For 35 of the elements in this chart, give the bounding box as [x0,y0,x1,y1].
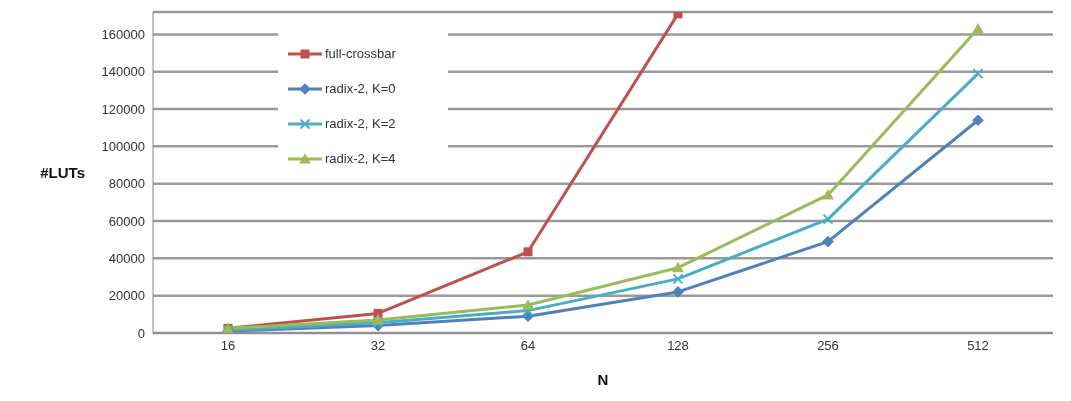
point [522,299,534,310]
point [822,189,834,200]
y-tick-label: 80000 [108,176,145,192]
y-tick-label: 120000 [101,101,145,117]
y-tick-label: 40000 [108,250,145,266]
x-tick-label: 128 [667,338,689,354]
x-tick-label: 512 [967,338,989,354]
legend-label: radix-2, K=4 [325,151,396,166]
point [523,247,533,257]
point [522,305,534,317]
x-tick-label: 256 [817,338,839,354]
legend-label: full-crossbar [325,46,396,61]
y-tick-label: 0 [137,325,145,341]
point [672,273,684,285]
x-axis-title: N [597,371,609,388]
legend-label: radix-2, K=0 [325,81,396,96]
point [822,235,834,248]
point [972,68,984,80]
y-tick-label: 100000 [101,138,145,154]
point [822,213,834,225]
y-tick-label: 160000 [101,27,145,43]
point [672,261,684,273]
legend-label: radix-2, K=2 [325,116,396,131]
y-tick-label: 60000 [108,213,145,229]
y-tick-label: 140000 [101,64,145,80]
y-tick-label: 20000 [108,288,145,304]
point [372,314,384,325]
point [373,308,383,318]
x-tick-label: 64 [520,338,536,354]
point [972,114,984,127]
y-axis-title: #LUTs [40,163,85,181]
x-tick-label: 16 [220,338,236,354]
point [972,22,984,34]
x-tick-label: 32 [370,338,386,354]
point [673,12,683,19]
